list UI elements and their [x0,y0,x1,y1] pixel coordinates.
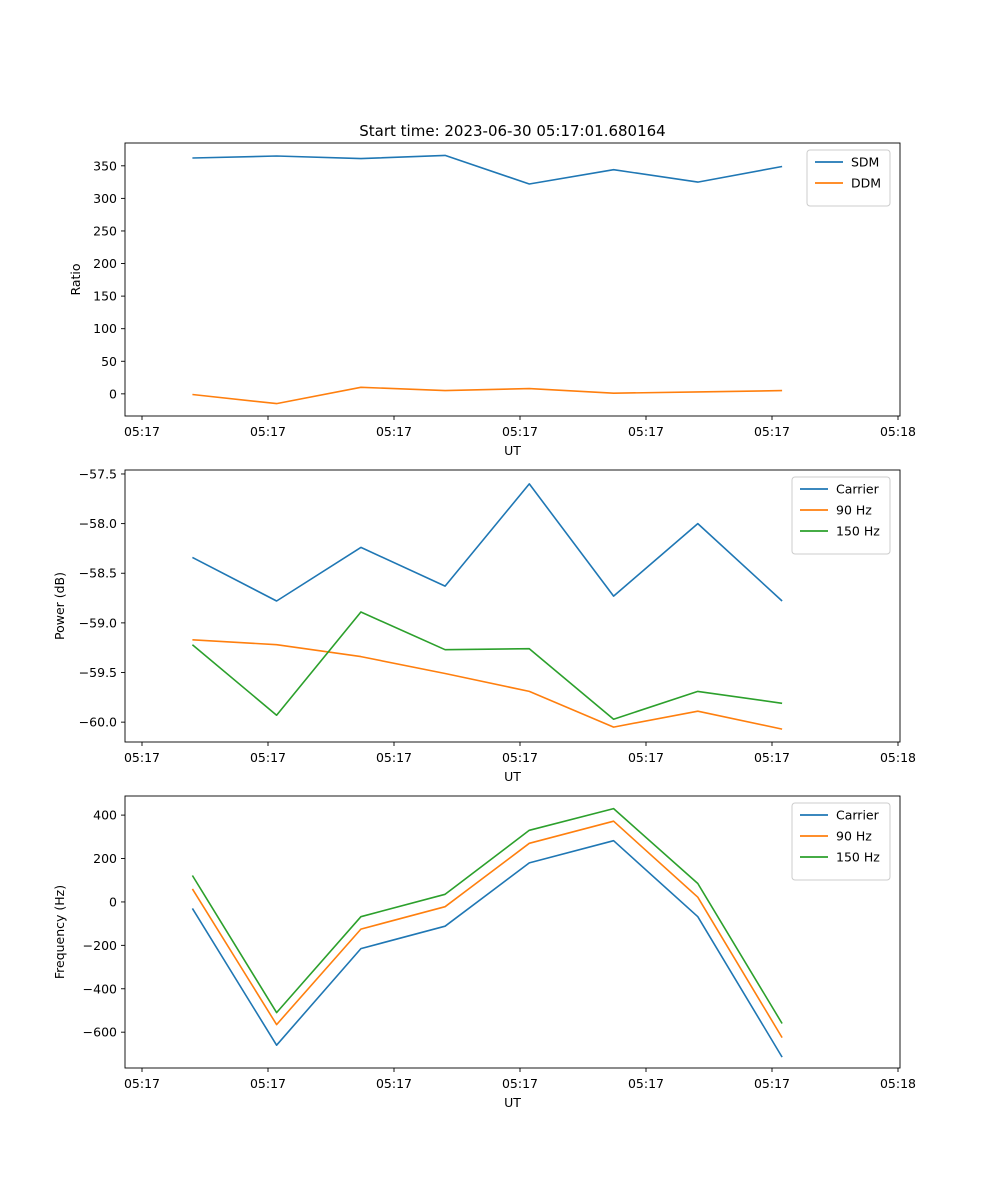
series-line-sdm [192,154,783,185]
legend: Carrier 90 Hz 150 Hz [791,802,891,881]
series-line-90-hz [191,820,783,1039]
power-panel: 05:17 05:17 05:17 05:17 05:17 05:17 05:18 −60.0… [52,466,916,784]
y-tick-label: 100 [93,321,117,336]
x-tick-label: 05:17 [376,1076,412,1091]
ratio-panel: 05:17 05:17 05:17 05:17 05:17 05:17 05:18 0 50 10… [68,142,916,458]
y-axis-label: Frequency (Hz) [52,885,67,979]
y-tick-label: 0 [109,894,117,909]
figure-title: Start time: 2023-06-30 05:17:01.680164 [359,122,665,140]
legend-box [806,149,891,207]
y-tick-label: −58.5 [79,566,117,581]
series-line-ddm [192,386,783,405]
x-axis-label: UT [504,769,521,784]
x-tick-label: 05:18 [880,424,916,439]
series-line-150-hz [191,611,783,721]
legend-label: 90 Hz [836,829,872,844]
y-tick-label: 250 [93,223,117,238]
legend-label: Carrier [836,808,880,823]
series-line-carrier [192,483,783,602]
axes-frame [124,469,901,743]
legend-label: 150 Hz [836,524,880,539]
y-tick-label: −60.0 [79,715,117,730]
frequency-panel: 05:17 05:17 05:17 05:17 05:17 05:17 05:18 −600 −… [52,795,916,1110]
series-line-90-hz [192,639,783,730]
x-tick-label: 05:17 [502,424,538,439]
y-tick-label: 50 [101,354,117,369]
x-tick-label: 05:17 [376,424,412,439]
y-tick-label: −57.5 [79,466,117,481]
y-tick-label: 0 [109,386,117,401]
legend-label: Carrier [836,482,880,497]
legend: SDM DDM [806,149,891,207]
series-line-carrier [191,839,783,1058]
y-tick-label: −200 [83,938,117,953]
y-tick-label: 300 [93,191,117,206]
x-tick-label: 05:17 [628,424,664,439]
x-tick-label: 05:17 [250,750,286,765]
x-tick-label: 05:18 [880,1076,916,1091]
x-tick-label: 05:17 [754,750,790,765]
x-tick-label: 05:17 [628,1076,664,1091]
legend-label: DDM [851,176,881,191]
x-tick-label: 05:17 [754,1076,790,1091]
legend-label: 90 Hz [836,503,872,518]
axes-frame [124,795,901,1069]
y-tick-label: −400 [83,981,117,996]
x-tick-label: 05:17 [376,750,412,765]
x-axis-label: UT [504,443,521,458]
x-tick-label: 05:17 [502,1076,538,1091]
y-tick-label: −59.0 [79,615,117,630]
y-tick-label: 200 [93,256,117,271]
x-tick-label: 05:17 [502,750,538,765]
legend-label: SDM [851,155,879,170]
legend-label: 150 Hz [836,850,880,865]
axes-frame [124,142,901,417]
y-tick-label: −600 [83,1025,117,1040]
y-axis-label: Power (dB) [52,572,67,640]
x-tick-label: 05:17 [124,750,160,765]
y-tick-label: 200 [93,851,117,866]
y-tick-label: 350 [93,158,117,173]
x-tick-label: 05:17 [754,424,790,439]
y-tick-label: 150 [93,289,117,304]
x-tick-label: 05:17 [124,1076,160,1091]
y-axis-label: Ratio [68,263,83,295]
y-tick-label: −59.5 [79,665,117,680]
x-tick-label: 05:18 [880,750,916,765]
legend-box [791,802,891,881]
y-tick-label: −58.0 [79,516,117,531]
legend-box [791,476,891,555]
x-axis-label: UT [504,1095,521,1110]
legend: Carrier 90 Hz 150 Hz [791,476,891,555]
x-tick-label: 05:17 [250,424,286,439]
x-tick-label: 05:17 [124,424,160,439]
series-line-150-hz [191,807,783,1024]
y-tick-label: 400 [93,808,117,823]
x-tick-label: 05:17 [628,750,664,765]
x-tick-label: 05:17 [250,1076,286,1091]
